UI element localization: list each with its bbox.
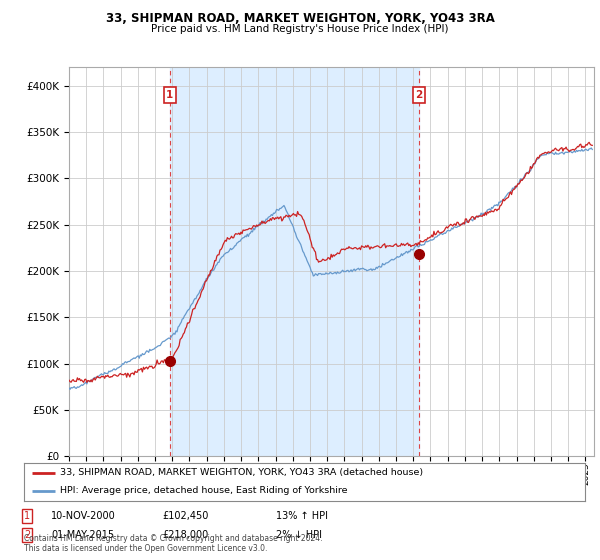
Text: 2: 2 — [24, 530, 30, 540]
Text: HPI: Average price, detached house, East Riding of Yorkshire: HPI: Average price, detached house, East… — [61, 486, 348, 495]
Text: 13% ↑ HPI: 13% ↑ HPI — [276, 511, 328, 521]
Text: 01-MAY-2015: 01-MAY-2015 — [51, 530, 114, 540]
Text: 33, SHIPMAN ROAD, MARKET WEIGHTON, YORK, YO43 3RA: 33, SHIPMAN ROAD, MARKET WEIGHTON, YORK,… — [106, 12, 494, 25]
Text: £102,450: £102,450 — [162, 511, 208, 521]
Text: 10-NOV-2000: 10-NOV-2000 — [51, 511, 116, 521]
Text: Price paid vs. HM Land Registry's House Price Index (HPI): Price paid vs. HM Land Registry's House … — [151, 24, 449, 34]
Text: 1: 1 — [24, 511, 30, 521]
Text: Contains HM Land Registry data © Crown copyright and database right 2024.
This d: Contains HM Land Registry data © Crown c… — [24, 534, 323, 553]
Text: 2: 2 — [415, 90, 422, 100]
Text: 1: 1 — [166, 90, 173, 100]
Text: £218,000: £218,000 — [162, 530, 208, 540]
Text: 2% ↓ HPI: 2% ↓ HPI — [276, 530, 322, 540]
Bar — [170, 67, 419, 456]
Text: 33, SHIPMAN ROAD, MARKET WEIGHTON, YORK, YO43 3RA (detached house): 33, SHIPMAN ROAD, MARKET WEIGHTON, YORK,… — [61, 468, 424, 477]
